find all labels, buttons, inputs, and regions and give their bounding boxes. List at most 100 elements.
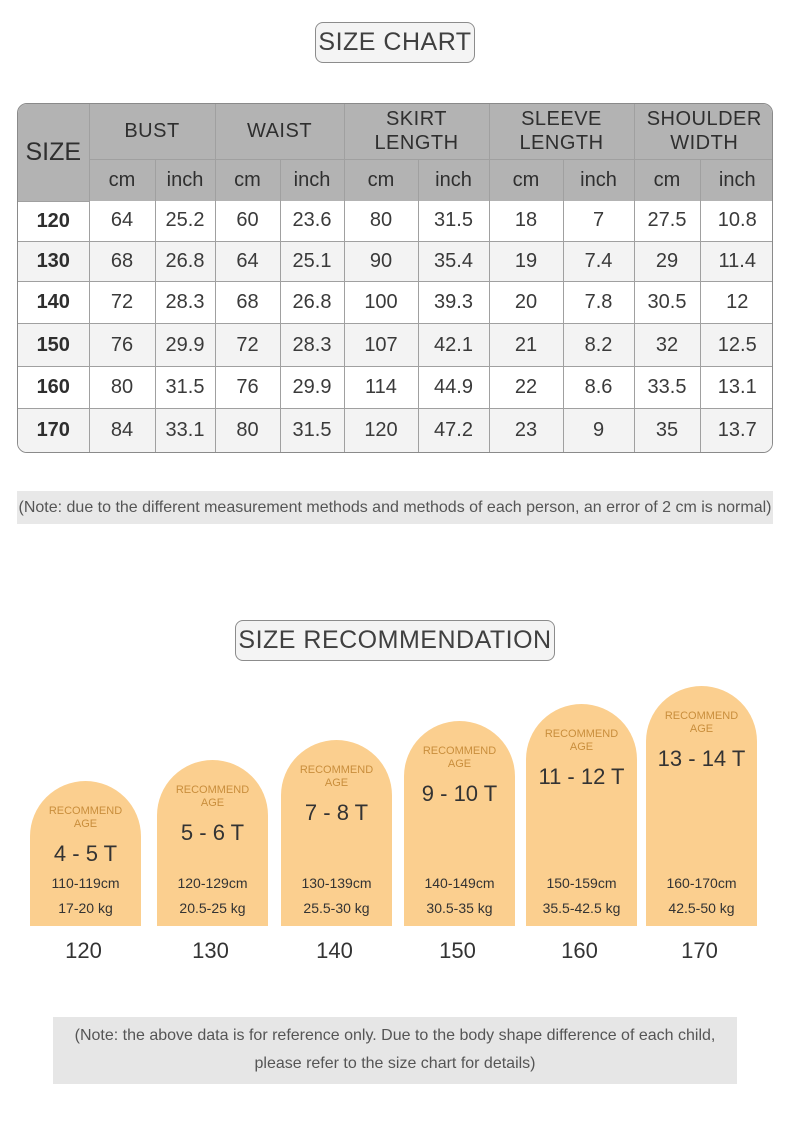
table-cell: 72 [214,322,281,368]
size-cell: 150 [18,322,90,368]
table-cell: 11.4 [699,240,772,282]
table-cell: 33.5 [633,366,701,410]
table-row: 160 80 31.5 76 29.9 114 44.9 22 8.6 33.5 13.1 [18,366,772,410]
table-cell: 21 [488,322,564,368]
table-cell: 120 [343,408,419,452]
weight-range: 30.5-35 kg [426,900,493,916]
table-cell: 80 [343,201,419,242]
table-cell: 32 [633,322,701,368]
card-size-label: 150 [439,938,476,963]
table-cell: 12 [699,280,772,324]
recommendation-card: RECOMMEND AGE 13 - 14 T 160-170cm 42.5-50 k… [646,686,757,926]
height-range: 160-170cm [666,875,737,891]
table-cell: 39.3 [417,280,490,324]
size-cell: 140 [18,280,90,324]
table-cell: 7 [562,201,635,242]
table-cell: 33.1 [154,408,216,452]
recommendation-card: RECOMMEND AGE 4 - 5 T 110-119cm 17-20 kg [30,781,141,926]
table-cell: 19 [488,240,564,282]
recommend-age-value: 4 - 5 T [53,841,118,866]
table-cell: 84 [88,408,156,452]
table-cell: 35.4 [417,240,490,282]
size-chart-table: SIZE BUST WAIST SKIRT LENGTH SLEEVE LENG… [17,103,773,453]
table-cell: 30.5 [633,280,701,324]
table-cell: 90 [343,240,419,282]
table-cell: 35 [633,408,701,452]
recommend-age-label: RECOMMEND AGE [664,710,739,735]
table-cell: 8.6 [562,366,635,410]
table-cell: 68 [88,240,156,282]
table-row: 130 68 26.8 64 25.1 90 35.4 19 7.4 29 11.4 [18,240,772,282]
height-range: 140-149cm [424,875,495,891]
table-row: 120 64 25.2 60 23.6 80 31.5 18 7 27.5 10.8 [18,201,772,242]
size-cell: 160 [18,366,90,410]
table-cell: 68 [214,280,281,324]
weight-range: 42.5-50 kg [668,900,735,916]
table-cell: 18 [488,201,564,242]
unit-header: inch [699,158,772,201]
table-cell: 8.2 [562,322,635,368]
height-range: 120-129cm [177,875,248,891]
table-cell: 31.5 [417,201,490,242]
table-cell: 13.7 [699,408,772,452]
table-cell: 29 [633,240,701,282]
table-cell: 100 [343,280,419,324]
table-cell: 28.3 [154,280,216,324]
table-cell: 26.8 [154,240,216,282]
reference-note-line-1: (Note: the above data is for reference o… [74,1027,716,1044]
shoulder-width-header: SHOULDER WIDTH [633,104,772,160]
table-cell: 31.5 [279,408,345,452]
table-cell: 60 [214,201,281,242]
unit-header: cm [343,158,419,201]
card-size-label: 120 [65,938,102,963]
waist-header: WAIST [214,104,345,160]
reference-note-line-2: please refer to the size chart for detai… [254,1055,536,1072]
measurement-note: (Note: due to the different measurement … [17,491,773,524]
table-cell: 114 [343,366,419,410]
table-cell: 29.9 [279,366,345,410]
size-recommendation-title: SIZE RECOMMENDATION [235,620,555,661]
recommend-age-label: RECOMMEND AGE [299,764,374,789]
recommendation-card: RECOMMEND AGE 5 - 6 T 120-129cm 20.5-25 kg [157,760,268,926]
size-cell: 170 [18,408,90,452]
card-size-label: 130 [192,938,229,963]
bust-header: BUST [88,104,216,160]
unit-header: inch [417,158,490,201]
size-cell: 120 [18,201,90,242]
unit-header: inch [562,158,635,201]
recommendation-card: RECOMMEND AGE 11 - 12 T 150-159cm 35.5-42.5… [526,704,637,926]
table-cell: 31.5 [154,366,216,410]
table-cell: 20 [488,280,564,324]
weight-range: 35.5-42.5 kg [542,900,621,916]
card-size-label: 170 [681,938,718,963]
table-cell: 80 [214,408,281,452]
unit-header: cm [633,158,701,201]
table-cell: 12.5 [699,322,772,368]
table-cell: 22 [488,366,564,410]
table-cell: 80 [88,366,156,410]
skirt-length-header: SKIRT LENGTH [343,104,490,160]
recommend-age-label: RECOMMEND AGE [422,745,497,770]
reference-note: (Note: the above data is for reference o… [53,1017,737,1084]
size-chart-title: SIZE CHART [315,22,475,63]
table-cell: 76 [88,322,156,368]
table-cell: 25.1 [279,240,345,282]
recommendation-card: RECOMMEND AGE 9 - 10 T 140-149cm 30.5-35 kg [404,721,515,926]
table-cell: 76 [214,366,281,410]
recommend-age-label: RECOMMEND AGE [48,805,123,830]
table-cell: 28.3 [279,322,345,368]
unit-header: cm [89,158,156,201]
table-cell: 26.8 [279,280,345,324]
unit-header: inch [279,158,345,201]
height-range: 150-159cm [546,875,617,891]
table-cell: 72 [88,280,156,324]
table-cell: 44.9 [417,366,490,410]
table-cell: 107 [343,322,419,368]
table-cell: 7.4 [562,240,635,282]
height-range: 110-119cm [51,875,120,891]
table-cell: 7.8 [562,280,635,324]
weight-range: 20.5-25 kg [179,900,246,916]
table-cell: 23.6 [279,201,345,242]
table-cell: 64 [214,240,281,282]
card-size-label: 160 [561,938,598,963]
